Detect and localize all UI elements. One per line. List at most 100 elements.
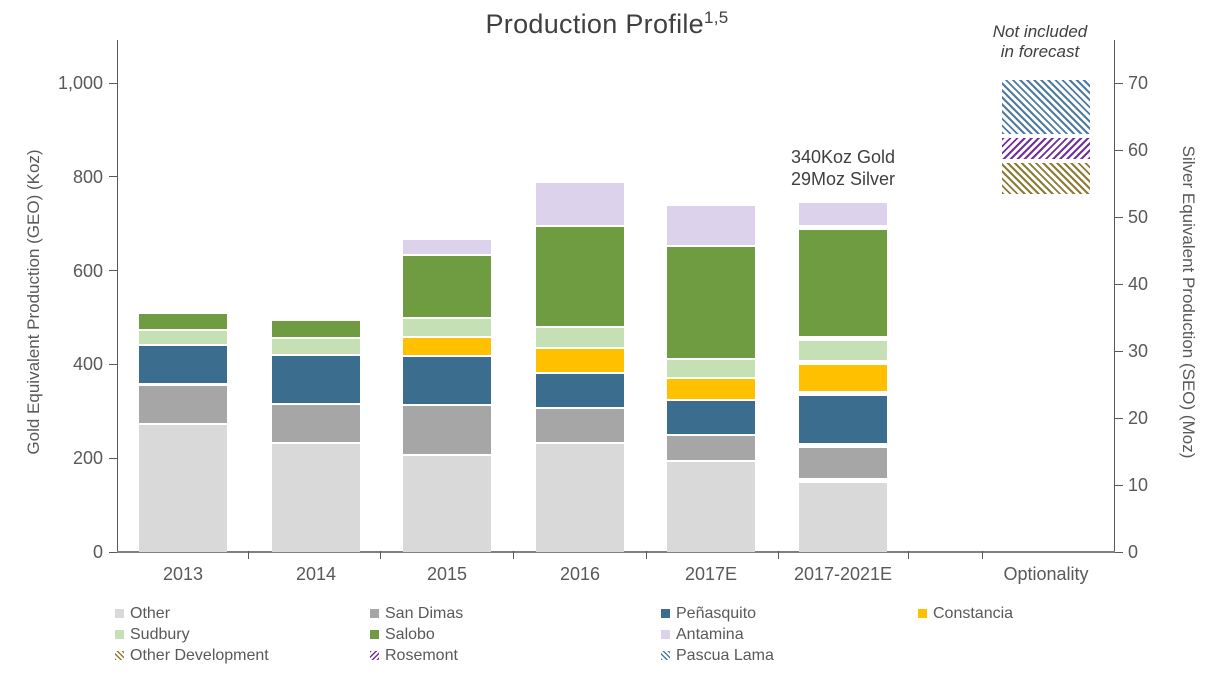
x-axis-tick xyxy=(908,551,909,559)
x-axis-tick xyxy=(982,551,983,559)
bar-segment-peñasquito xyxy=(536,374,624,407)
right-y-tick-label: 10 xyxy=(1128,475,1149,495)
legend-label: Other Development xyxy=(130,647,269,664)
legend-item-peñasquito: Peñasquito xyxy=(661,605,756,623)
chart-title-text: Production Profile xyxy=(485,9,704,39)
bar-segment-other xyxy=(272,444,360,552)
right-y-tick xyxy=(1115,82,1123,84)
legend-label: San Dimas xyxy=(385,605,464,622)
bar-segment-peñasquito xyxy=(272,355,360,404)
legend-swatch-other-development xyxy=(115,651,124,660)
right-y-tick xyxy=(1115,551,1123,553)
x-category-label: 2015 xyxy=(426,564,468,584)
bar-segment-antamina xyxy=(799,203,887,225)
left-y-tick xyxy=(109,363,117,365)
bar-segment-salobo xyxy=(799,229,887,336)
bar-segment-constancia xyxy=(667,379,755,399)
x-axis-tick xyxy=(513,551,514,559)
right-y-tick xyxy=(1115,283,1123,285)
left-y-tick-label: 1,000 xyxy=(57,73,103,93)
left-y-axis-line xyxy=(117,40,118,552)
left-y-tick xyxy=(109,82,117,84)
left-y-tick xyxy=(109,551,117,553)
legend-swatch-rosemont xyxy=(370,651,379,660)
right-y-tick xyxy=(1115,417,1123,419)
bar-segment-sudbury xyxy=(536,327,624,347)
bar-segment-sudbury xyxy=(403,319,491,337)
right-y-tick-label: 20 xyxy=(1128,408,1149,428)
legend-item-antamina: Antamina xyxy=(661,626,744,644)
legend-item-sudbury: Sudbury xyxy=(115,626,190,644)
x-category-label: 2017-2021E xyxy=(793,564,893,584)
not-included-note-line2: in forecast xyxy=(1000,42,1080,61)
right-y-tick-label: 70 xyxy=(1128,73,1149,93)
legend-item-rosemont: Rosemont xyxy=(370,647,458,665)
legend-label: Other xyxy=(130,605,171,622)
optionality-segment-other-development xyxy=(1002,162,1090,194)
forecast-annotation: 340Koz Gold 29Moz Silver xyxy=(763,146,923,190)
right-y-tick xyxy=(1115,149,1123,151)
bar-segment-peñasquito xyxy=(667,400,755,434)
annotation-gold: 340Koz Gold xyxy=(790,147,896,167)
bar-segment-salobo xyxy=(536,227,624,326)
legend-label: Salobo xyxy=(385,626,435,643)
x-axis-tick xyxy=(248,551,249,559)
bar-segment-constancia xyxy=(403,338,491,355)
x-axis-line xyxy=(117,551,1115,553)
legend-label: Constancia xyxy=(933,605,1014,622)
right-y-axis-line xyxy=(1114,40,1115,552)
legend-item-pascua-lama: Pascua Lama xyxy=(661,647,774,665)
left-y-tick-label: 0 xyxy=(92,542,103,562)
legend-swatch-constancia xyxy=(918,609,927,618)
left-y-tick-label: 800 xyxy=(72,166,103,187)
bar-segment-san-dimas xyxy=(799,447,887,479)
bar-segment-other xyxy=(403,455,491,552)
legend-label: Antamina xyxy=(676,626,744,643)
bar-segment-sudbury xyxy=(799,340,887,361)
bar-segment-san-dimas xyxy=(536,408,624,443)
x-category-label: Optionality xyxy=(1003,564,1089,584)
bar-segment-salobo xyxy=(272,320,360,338)
left-y-tick xyxy=(109,270,117,272)
bar-segment-sudbury xyxy=(667,360,755,378)
legend-item-constancia: Constancia xyxy=(918,605,1013,623)
x-category-label: 2016 xyxy=(559,564,601,584)
x-category-label: 2017E xyxy=(684,564,738,584)
legend-swatch-salobo xyxy=(370,630,379,639)
bar-segment-antamina xyxy=(403,239,491,254)
not-included-note: Not included in forecast xyxy=(960,22,1120,62)
left-y-tick xyxy=(109,457,117,459)
bar-segment-other xyxy=(139,425,227,552)
bar-segment-san-dimas xyxy=(667,435,755,460)
chart-title-footnote: 1,5 xyxy=(703,8,729,27)
legend-swatch-san-dimas xyxy=(370,609,379,618)
bar-segment-peñasquito xyxy=(403,356,491,404)
legend-swatch-sudbury xyxy=(115,630,124,639)
bar-segment-peñasquito xyxy=(139,345,227,384)
bar-segment-san-dimas xyxy=(403,405,491,454)
left-y-tick-label: 600 xyxy=(72,260,103,281)
bar-segment-peñasquito xyxy=(799,395,887,443)
bar-segment-other xyxy=(799,483,887,552)
legend-item-other: Other xyxy=(115,605,170,623)
annotation-silver: 29Moz Silver xyxy=(790,169,896,189)
legend-label: Sudbury xyxy=(130,626,190,643)
bar-segment-antamina xyxy=(667,205,755,246)
legend-item-other-development: Other Development xyxy=(115,647,269,665)
left-y-tick xyxy=(109,176,117,178)
legend-swatch-other xyxy=(115,609,124,618)
right-y-tick xyxy=(1115,350,1123,352)
legend-label: Peñasquito xyxy=(676,605,757,622)
legend-swatch-peñasquito xyxy=(661,609,670,618)
bar-segment-other xyxy=(536,444,624,552)
legend-label: Rosemont xyxy=(385,647,458,664)
bar-segment-san-dimas xyxy=(272,405,360,443)
bar-segment-antamina xyxy=(536,183,624,226)
legend-item-salobo: Salobo xyxy=(370,626,435,644)
left-y-tick-label: 400 xyxy=(72,354,103,375)
x-axis-tick xyxy=(778,551,779,559)
right-y-tick xyxy=(1115,216,1123,218)
bar-segment-other xyxy=(667,461,755,552)
bar-segment-san-dimas xyxy=(139,385,227,424)
